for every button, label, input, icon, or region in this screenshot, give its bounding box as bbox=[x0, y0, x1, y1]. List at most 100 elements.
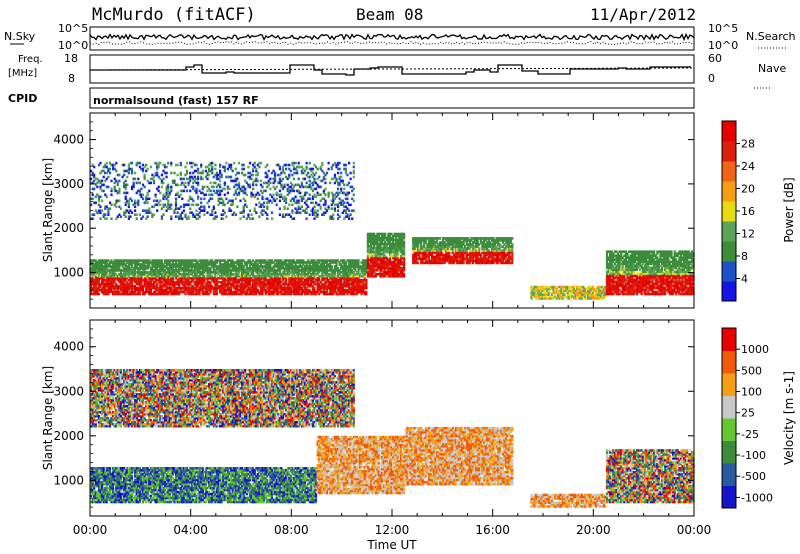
scatter-cell bbox=[178, 273, 181, 276]
scatter-cell bbox=[212, 265, 215, 268]
scatter-cell bbox=[231, 265, 234, 268]
scatter-cell bbox=[159, 288, 162, 292]
scatter-cell bbox=[151, 286, 154, 290]
scatter-cell bbox=[94, 259, 97, 262]
scatter-cell bbox=[275, 273, 278, 276]
scatter-cell bbox=[185, 277, 189, 280]
scatter-cell bbox=[190, 271, 193, 274]
scatter-cell bbox=[250, 284, 253, 288]
scatter-cell bbox=[278, 261, 281, 264]
scatter-cell bbox=[259, 259, 263, 262]
cpid-panel-frame bbox=[89, 87, 695, 109]
scatter-cell bbox=[160, 284, 163, 288]
scatter-cell bbox=[294, 284, 297, 288]
scatter-cell bbox=[165, 267, 168, 270]
scatter-cell bbox=[231, 280, 234, 284]
scatter-cell bbox=[159, 286, 162, 290]
scatter-cell bbox=[283, 271, 286, 274]
scatter-cell bbox=[294, 286, 297, 290]
scatter-cell bbox=[173, 286, 176, 290]
scatter-cell bbox=[97, 288, 101, 292]
scatter-cell bbox=[231, 290, 234, 294]
scatter-cell bbox=[292, 271, 296, 274]
scatter-cell bbox=[149, 292, 152, 296]
scatter-cell bbox=[101, 261, 104, 264]
scatter-cell bbox=[101, 267, 104, 270]
scatter-cell bbox=[294, 282, 297, 286]
scatter-cell bbox=[278, 278, 281, 282]
scatter-cell bbox=[198, 265, 201, 268]
scatter-cell bbox=[278, 271, 281, 274]
scatter-cell bbox=[138, 288, 141, 292]
scatter-cell bbox=[239, 267, 242, 270]
scatter-cell bbox=[184, 271, 187, 274]
scatter-cell bbox=[193, 269, 196, 272]
scatter-cell bbox=[203, 265, 206, 268]
scatter-cell bbox=[178, 292, 181, 296]
scatter-cell bbox=[181, 277, 184, 280]
scatter-cell bbox=[143, 267, 146, 270]
scatter-cell bbox=[108, 290, 112, 294]
scatter-cell bbox=[173, 284, 176, 288]
scatter-cell bbox=[241, 282, 244, 286]
scatter-cell bbox=[132, 273, 135, 276]
scatter-cell bbox=[200, 261, 203, 264]
scatter-cell bbox=[241, 263, 244, 266]
scatter-cell bbox=[253, 261, 256, 264]
scatter-cell bbox=[280, 267, 283, 270]
scatter-cell bbox=[167, 263, 170, 266]
scatter-cell bbox=[220, 275, 223, 278]
scatter-cell bbox=[228, 282, 231, 286]
scatter-cell bbox=[181, 261, 184, 264]
scatter-cell bbox=[151, 284, 154, 288]
scatter-cell bbox=[167, 286, 170, 290]
scatter-cell bbox=[121, 259, 124, 262]
scatter-cell bbox=[214, 288, 217, 292]
scatter-cell bbox=[237, 278, 241, 282]
scatter-cell bbox=[253, 277, 256, 280]
scatter-cell bbox=[253, 284, 256, 288]
scatter-cell bbox=[252, 286, 255, 290]
scatter-cell bbox=[214, 292, 217, 296]
scatter-cell bbox=[283, 292, 286, 296]
scatter-cell bbox=[286, 286, 289, 290]
scatter-cell bbox=[171, 271, 174, 274]
scatter-cell bbox=[253, 282, 256, 286]
sky-noise-panel: N.Sky 10^5 10^0 10^5 10^0 N.Search bbox=[4, 22, 796, 52]
scatter-cell bbox=[264, 271, 267, 274]
scatter-cell bbox=[239, 273, 242, 276]
scatter-cell bbox=[250, 292, 253, 296]
scatter-cell bbox=[255, 278, 258, 282]
scatter-cell bbox=[135, 277, 138, 280]
scatter-cell bbox=[280, 292, 283, 296]
scatter-cell bbox=[225, 265, 228, 268]
scatter-cell bbox=[121, 292, 124, 296]
scatter-cell bbox=[225, 288, 228, 292]
scatter-cell bbox=[176, 271, 179, 274]
scatter-cell bbox=[197, 280, 200, 284]
scatter-cell bbox=[132, 284, 135, 288]
scatter-cell bbox=[107, 277, 110, 280]
scatter-cell bbox=[90, 290, 93, 294]
scatter-cell bbox=[195, 292, 198, 296]
scatter-cell bbox=[212, 288, 215, 292]
scatter-cell bbox=[190, 261, 193, 264]
scatter-cell bbox=[151, 273, 154, 276]
scatter-cell bbox=[184, 263, 187, 266]
scatter-cell bbox=[137, 275, 140, 278]
scatter-cell bbox=[173, 292, 176, 296]
scatter-cell bbox=[99, 275, 102, 278]
scatter-cell bbox=[156, 282, 159, 286]
scatter-cell bbox=[288, 282, 291, 286]
scatter-cell bbox=[289, 282, 292, 286]
scatter-cell bbox=[94, 282, 97, 286]
scatter-cell bbox=[143, 277, 146, 280]
scatter-cell bbox=[236, 290, 239, 294]
scatter-cell bbox=[101, 277, 104, 280]
scatter-cell bbox=[138, 277, 141, 280]
scatter-cell bbox=[165, 263, 168, 266]
scatter-cell bbox=[285, 259, 288, 262]
scatter-cell bbox=[256, 277, 259, 280]
scatter-cell bbox=[206, 263, 209, 266]
scatter-cell bbox=[174, 288, 178, 292]
